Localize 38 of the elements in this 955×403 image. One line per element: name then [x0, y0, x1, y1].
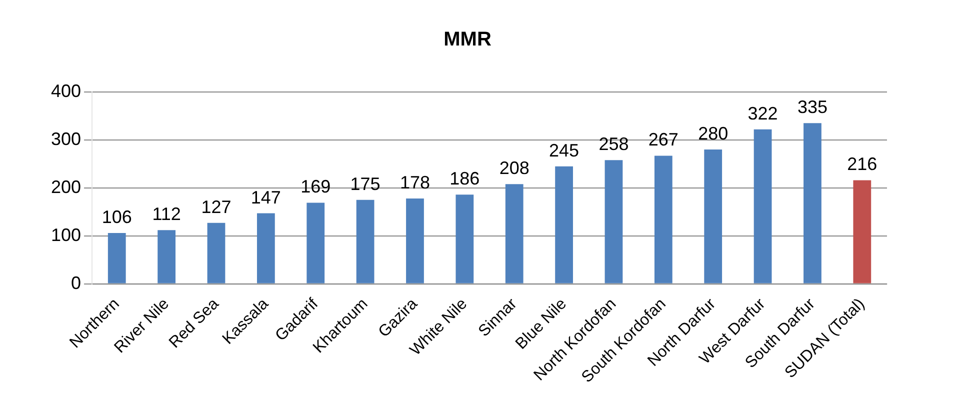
bar	[604, 160, 623, 284]
data-label: 127	[201, 196, 232, 217]
y-tick-label: 200	[50, 176, 82, 197]
y-tick-label: 300	[50, 128, 82, 149]
bar	[456, 194, 474, 284]
data-label: 208	[499, 158, 530, 178]
data-label: 186	[450, 168, 480, 189]
data-label: 280	[698, 124, 728, 144]
data-label: 169	[300, 176, 331, 197]
y-tick-label: 0	[71, 272, 82, 293]
bar	[306, 202, 325, 284]
bar	[853, 180, 872, 284]
data-label: 178	[400, 172, 430, 192]
bar	[207, 222, 226, 284]
bar	[356, 200, 374, 284]
bar	[406, 198, 424, 284]
bar	[158, 230, 176, 284]
data-label: 106	[102, 206, 132, 227]
data-label: 147	[250, 187, 281, 208]
data-label: 175	[350, 174, 380, 194]
data-label: 258	[598, 134, 629, 154]
bar	[108, 232, 126, 284]
y-tick-label: 400	[50, 80, 82, 101]
data-label: 216	[847, 154, 878, 174]
bar	[555, 166, 573, 284]
bar	[505, 184, 524, 284]
data-label: 335	[797, 97, 828, 118]
data-label: 322	[748, 103, 778, 124]
chart-title: MMR	[444, 28, 492, 51]
bar	[754, 129, 772, 284]
data-label: 245	[549, 140, 580, 160]
bar	[256, 213, 275, 284]
y-tick-label: 100	[50, 224, 82, 245]
bar	[804, 123, 822, 284]
data-label: 267	[648, 130, 678, 150]
bar	[704, 150, 722, 284]
data-label: 112	[152, 204, 181, 224]
bar	[654, 156, 672, 284]
